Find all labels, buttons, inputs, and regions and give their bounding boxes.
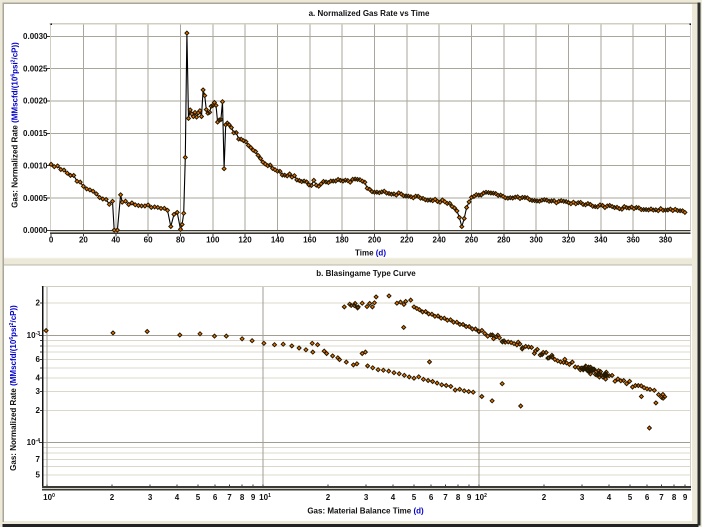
svg-text:7: 7	[659, 493, 664, 502]
svg-text:4: 4	[391, 493, 396, 502]
svg-text:9: 9	[251, 493, 256, 502]
svg-text:4: 4	[175, 493, 180, 502]
svg-text:240: 240	[433, 236, 447, 245]
svg-text:Time (d): Time (d)	[355, 248, 386, 257]
svg-text:6: 6	[645, 493, 650, 502]
svg-text:8: 8	[240, 493, 245, 502]
svg-text:9: 9	[467, 493, 472, 502]
svg-text:60: 60	[144, 236, 153, 245]
svg-text:101: 101	[259, 493, 271, 502]
svg-text:b. Blasingame Type Curve: b. Blasingame Type Curve	[316, 269, 416, 278]
svg-text:3: 3	[364, 493, 369, 502]
svg-text:7: 7	[36, 455, 41, 464]
svg-text:10-3: 10-3	[27, 331, 41, 340]
svg-text:80: 80	[176, 236, 185, 245]
svg-text:320: 320	[562, 236, 576, 245]
svg-text:100: 100	[43, 493, 55, 502]
svg-text:Gas: Normalized Rate (MMscfd/(: Gas: Normalized Rate (MMscfd/(106psi2/cP…	[9, 305, 18, 471]
svg-text:7: 7	[227, 493, 232, 502]
svg-text:3: 3	[36, 387, 41, 396]
svg-text:5: 5	[628, 493, 633, 502]
svg-text:5: 5	[36, 471, 41, 480]
svg-text:6: 6	[213, 493, 218, 502]
svg-text:20: 20	[79, 236, 88, 245]
svg-text:0: 0	[49, 236, 54, 245]
svg-text:3: 3	[148, 493, 153, 502]
svg-text:6: 6	[429, 493, 434, 502]
svg-text:300: 300	[530, 236, 544, 245]
svg-text:200: 200	[368, 236, 382, 245]
svg-text:2: 2	[36, 299, 41, 308]
svg-text:260: 260	[465, 236, 479, 245]
svg-text:140: 140	[271, 236, 285, 245]
svg-text:40: 40	[111, 236, 120, 245]
svg-text:380: 380	[659, 236, 673, 245]
svg-text:0.0020: 0.0020	[23, 97, 48, 106]
svg-text:160: 160	[303, 236, 317, 245]
svg-text:6: 6	[36, 355, 41, 364]
svg-text:102: 102	[475, 493, 487, 502]
svg-text:a. Normalized Gas Rate vs Time: a. Normalized Gas Rate vs Time	[309, 9, 430, 18]
svg-text:7: 7	[443, 493, 448, 502]
svg-text:0.0030: 0.0030	[23, 32, 48, 41]
svg-text:Gas: Normalized Rate (MMscfd/(: Gas: Normalized Rate (MMscfd/(106psi2/cP…	[11, 42, 20, 208]
svg-text:2: 2	[326, 493, 331, 502]
svg-text:0.0010: 0.0010	[23, 161, 48, 170]
svg-text:2: 2	[110, 493, 115, 502]
svg-text:2: 2	[36, 406, 41, 415]
svg-text:5: 5	[196, 493, 201, 502]
svg-text:0.0005: 0.0005	[23, 194, 48, 203]
svg-text:8: 8	[456, 493, 461, 502]
svg-text:100: 100	[206, 236, 220, 245]
svg-text:180: 180	[335, 236, 349, 245]
svg-text:220: 220	[400, 236, 414, 245]
svg-text:2: 2	[542, 493, 547, 502]
svg-text:4: 4	[607, 493, 612, 502]
svg-text:3: 3	[580, 493, 585, 502]
svg-text:Gas: Material Balance Time (d): Gas: Material Balance Time (d)	[307, 506, 424, 515]
svg-text:8: 8	[672, 493, 677, 502]
svg-text:360: 360	[627, 236, 641, 245]
svg-text:340: 340	[594, 236, 608, 245]
svg-text:9: 9	[683, 493, 688, 502]
svg-text:10-4: 10-4	[27, 438, 41, 447]
svg-text:0.0015: 0.0015	[23, 129, 48, 138]
svg-text:280: 280	[497, 236, 511, 245]
svg-text:120: 120	[238, 236, 252, 245]
svg-text:0.0000: 0.0000	[23, 226, 48, 235]
svg-text:0.0025: 0.0025	[23, 64, 48, 73]
svg-text:5: 5	[412, 493, 417, 502]
svg-text:4: 4	[36, 374, 41, 383]
